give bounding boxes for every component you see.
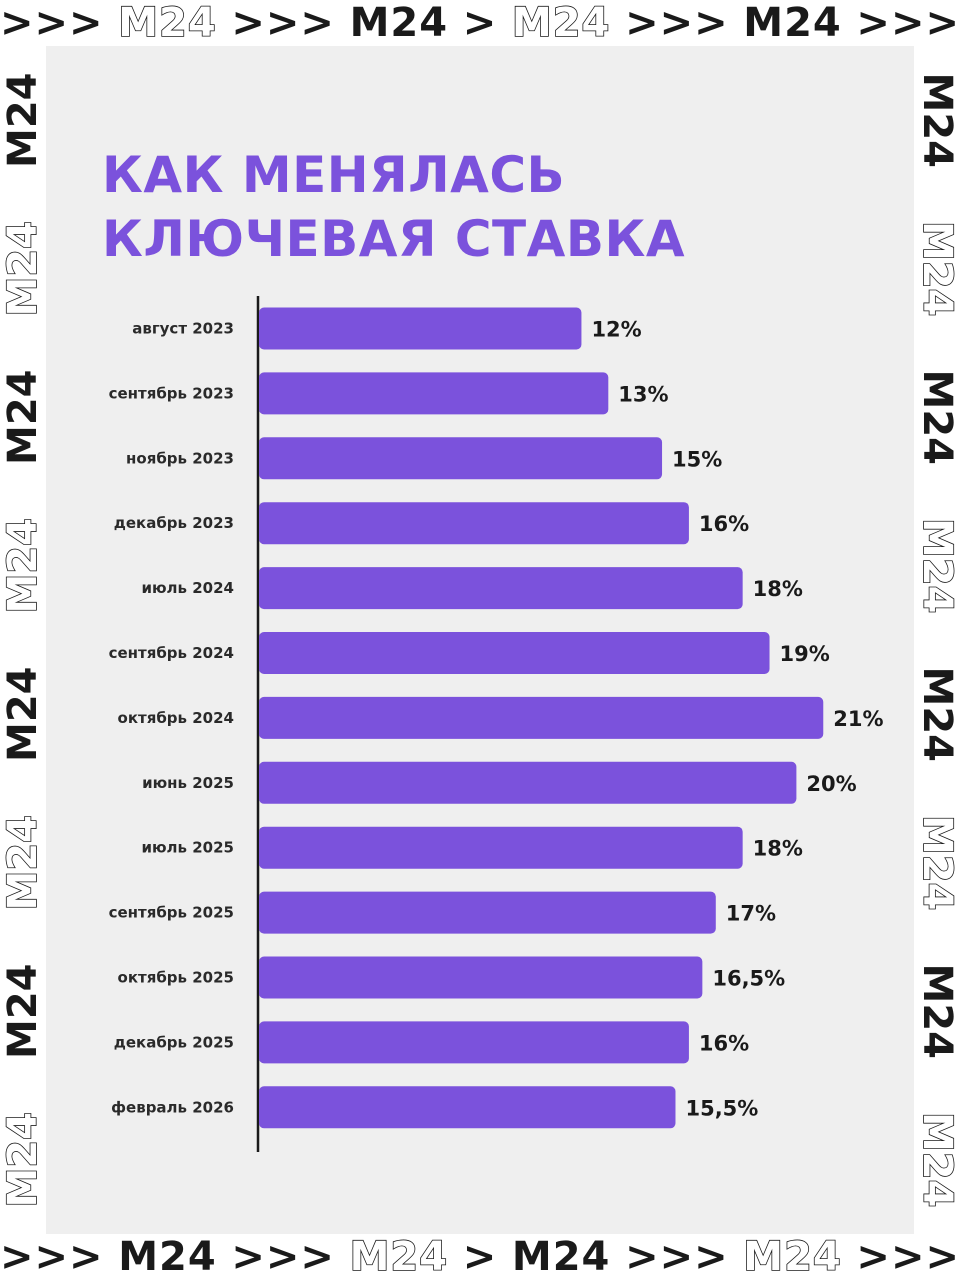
m24-logo: M24 <box>511 1234 611 1280</box>
bar <box>259 502 689 545</box>
top-brand-strip: >>> M24 >>> M24 > M24 >>> M24 >>> <box>0 0 960 46</box>
bar <box>259 1021 689 1064</box>
bar <box>259 567 743 610</box>
value-label: 15,5% <box>685 1096 758 1120</box>
value-label: 18% <box>753 837 803 861</box>
bar <box>259 372 609 415</box>
value-label: 15% <box>672 447 722 471</box>
category-label: декабрь 2025 <box>114 1033 234 1051</box>
m24-logo: M24 <box>742 1234 842 1280</box>
value-label: 16% <box>699 512 749 536</box>
chart-title-line-2: КЛЮЧЕВАЯ СТАВКА <box>102 210 686 268</box>
bar <box>259 1086 676 1129</box>
category-label: июль 2025 <box>141 839 234 857</box>
bar <box>259 891 716 934</box>
chevrons: >>> <box>625 0 729 46</box>
category-label: октябрь 2025 <box>118 969 234 987</box>
chevrons: >>> <box>0 1234 104 1280</box>
category-label: ноябрь 2023 <box>126 449 234 467</box>
category-label: август 2023 <box>132 320 234 338</box>
bar <box>259 761 797 804</box>
m24-logo: M24 <box>349 1234 449 1280</box>
bar <box>259 437 663 480</box>
value-label: 20% <box>806 772 856 796</box>
m24-logo: M24 <box>117 0 217 46</box>
bar <box>259 307 582 350</box>
chevrons: >>> <box>231 1234 335 1280</box>
value-label: 21% <box>833 707 883 731</box>
category-label: сентябрь 2025 <box>109 904 234 922</box>
category-label: декабрь 2023 <box>114 514 234 532</box>
value-label: 19% <box>780 642 830 666</box>
chevrons: >>> <box>856 1234 960 1280</box>
bar <box>259 826 743 869</box>
chart-title: КАК МЕНЯЛАСЬ КЛЮЧЕВАЯ СТАВКА <box>102 143 685 271</box>
value-label: 16,5% <box>712 967 785 991</box>
m24-logo: M24 <box>511 0 611 46</box>
value-label: 12% <box>591 318 641 342</box>
bar <box>259 956 703 999</box>
chevrons: >>> <box>856 0 960 46</box>
category-label: сентябрь 2023 <box>109 384 234 402</box>
m24-logo: M24 <box>743 0 842 46</box>
bar <box>259 632 770 674</box>
chart-title-line-1: КАК МЕНЯЛАСЬ <box>102 146 566 204</box>
m24-logo: M24 <box>349 0 449 46</box>
bottom-brand-strip: >>> M24 >>> M24 > M24 >>> M24 >>> <box>0 1234 960 1280</box>
chevrons: >>> <box>625 1234 729 1280</box>
category-label: февраль 2026 <box>111 1098 234 1116</box>
value-label: 17% <box>726 902 776 926</box>
category-label: июль 2024 <box>141 579 234 597</box>
category-label: сентябрь 2024 <box>109 644 234 662</box>
bar <box>259 696 824 739</box>
value-label: 18% <box>753 577 803 601</box>
value-label: 13% <box>618 382 668 406</box>
chevron: > <box>462 0 498 46</box>
category-label: июнь 2025 <box>142 774 234 792</box>
m24-logo: M24 <box>118 1234 217 1280</box>
chevrons: >>> <box>0 0 104 46</box>
chevron: > <box>462 1234 498 1280</box>
chevrons: >>> <box>231 0 335 46</box>
category-label: октябрь 2024 <box>118 709 234 727</box>
value-label: 16% <box>699 1031 749 1055</box>
